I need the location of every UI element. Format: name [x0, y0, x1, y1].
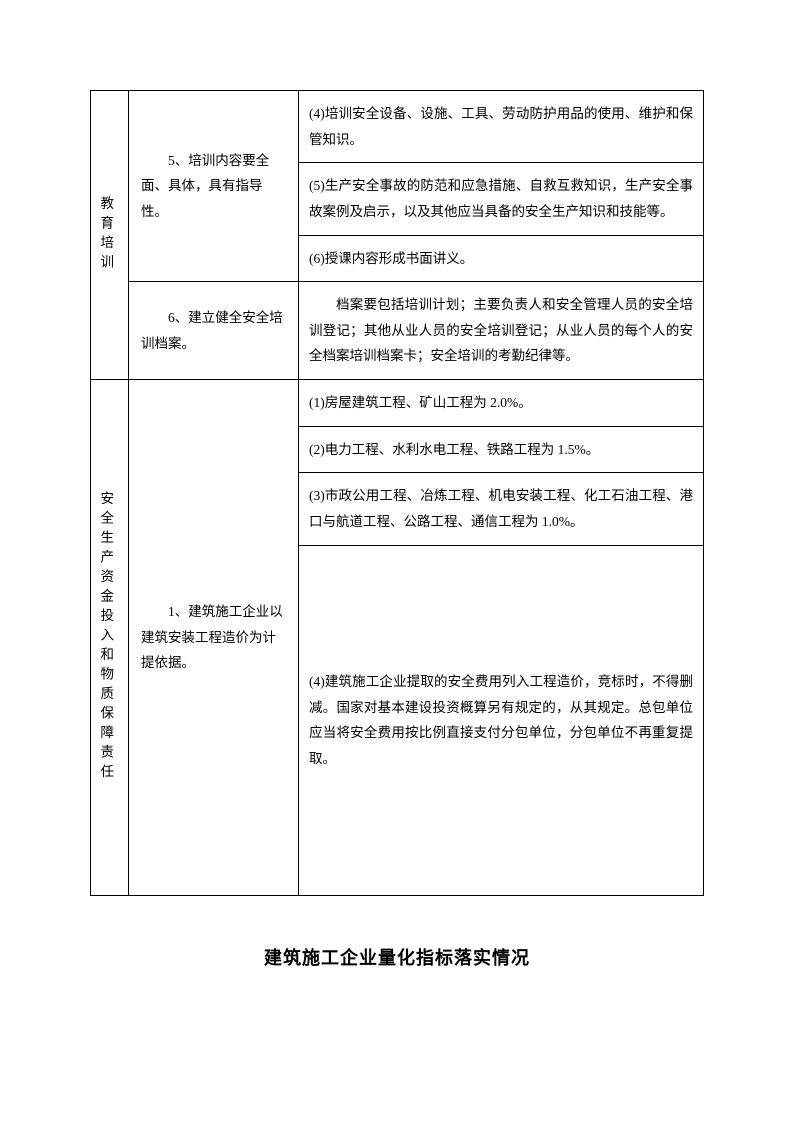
item-5-5: (5)生产安全事故的防范和应急措施、自救互救知识，生产安全事故案例及启示，以及其… [299, 163, 704, 235]
cat2-label: 安全生产资金投入和物质保障责任 [103, 491, 117, 784]
item-5-4: (4)培训安全设备、设施、工具、劳动防护用品的使用、维护和保管知识。 [299, 91, 704, 163]
category-education: 教育培训 [91, 91, 129, 380]
item-6: 6、建立健全安全培训档案。 [129, 282, 299, 380]
category-safety-fund: 安全生产资金投入和物质保障责任 [91, 380, 129, 896]
item-1: 1、建筑施工企业以建筑安装工程造价为计提依据。 [129, 380, 299, 896]
item-1-3: (3)市政公用工程、冶炼工程、机电安装工程、化工石油工程、港口与航道工程、公路工… [299, 473, 704, 545]
page-title: 建筑施工企业量化指标落实情况 [90, 944, 704, 970]
item-6-detail: 档案要包括培训计划；主要负责人和安全管理人员的安全培训登记；其他从业人员的安全培… [299, 282, 704, 380]
indicator-table: 教育培训 5、培训内容要全面、具体，具有指导性。 (4)培训安全设备、设施、工具… [90, 90, 704, 896]
item-5-6: (6)授课内容形成书面讲义。 [299, 235, 704, 282]
item-1-4: (4)建筑施工企业提取的安全费用列入工程造价，竞标时，不得删减。国家对基本建设投… [299, 545, 704, 895]
item-1-2: (2)电力工程、水利水电工程、铁路工程为 1.5%。 [299, 426, 704, 473]
item-1-1: (1)房屋建筑工程、矿山工程为 2.0%。 [299, 380, 704, 427]
item-5: 5、培训内容要全面、具体，具有指导性。 [129, 91, 299, 282]
cat1-label: 教育培训 [103, 196, 117, 274]
